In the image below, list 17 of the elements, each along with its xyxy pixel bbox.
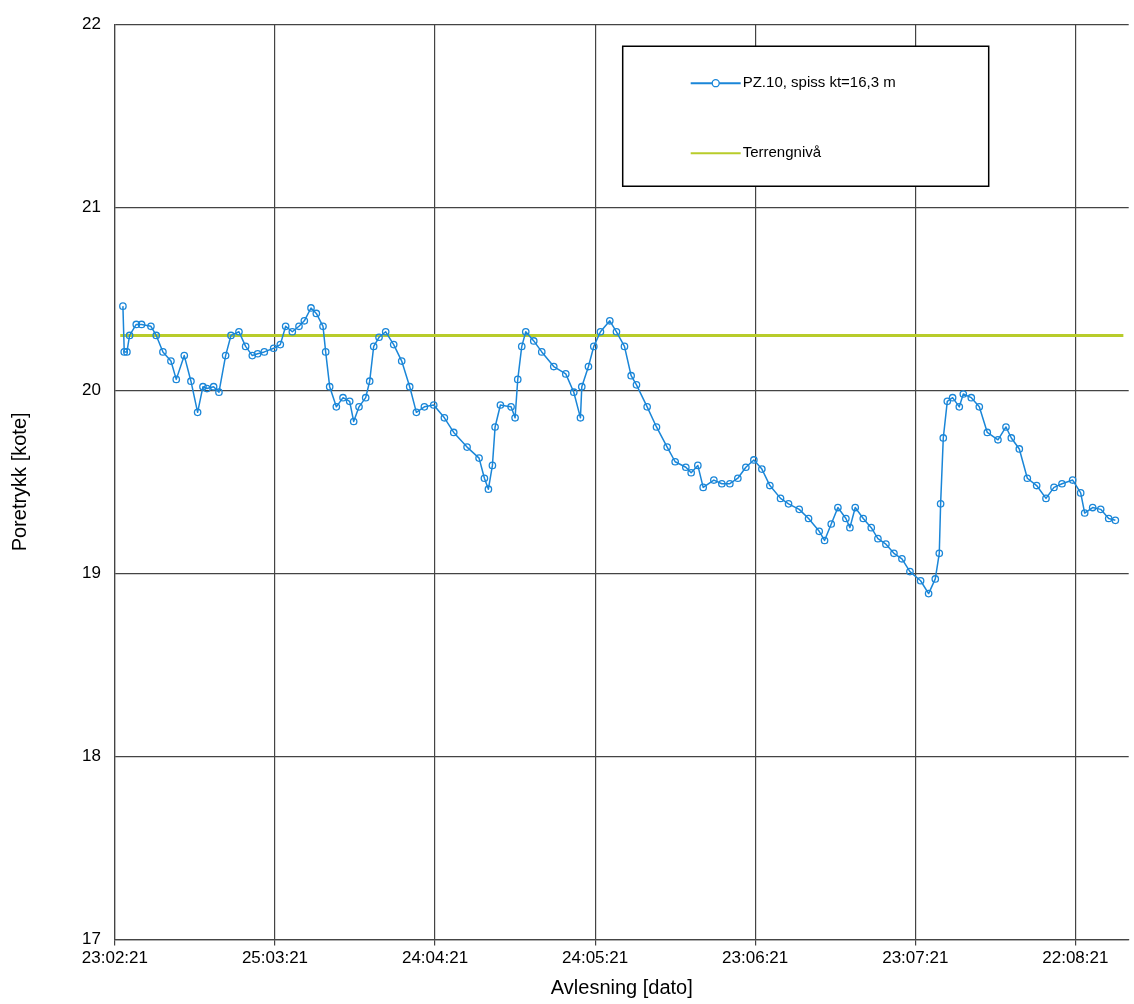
x-tick-label: 23:02:21 xyxy=(81,948,148,968)
y-tick-label: 21 xyxy=(81,196,101,216)
y-tick-label: 22 xyxy=(81,13,101,33)
x-axis-title: Avlesning [dato] xyxy=(550,975,693,998)
y-tick-label: 18 xyxy=(81,746,101,766)
x-tick-label: 22:08:21 xyxy=(1042,948,1109,968)
x-tick-label: 23:06:21 xyxy=(722,948,789,968)
y-tick-label: 19 xyxy=(81,563,101,583)
x-tick-label: 23:07:21 xyxy=(882,948,949,968)
y-tick-label: 20 xyxy=(81,380,101,400)
y-tick-label: 17 xyxy=(81,929,101,949)
y-axis-title: Poretrykk [kote] xyxy=(7,412,30,552)
legend-label: PZ.10, spiss kt=16,3 m xyxy=(742,73,896,91)
x-tick-label: 25:03:21 xyxy=(241,948,309,968)
legend-label: Terrengnivå xyxy=(742,143,822,161)
x-tick-label: 24:05:21 xyxy=(562,948,629,968)
x-tick-label: 24:04:21 xyxy=(401,948,469,968)
